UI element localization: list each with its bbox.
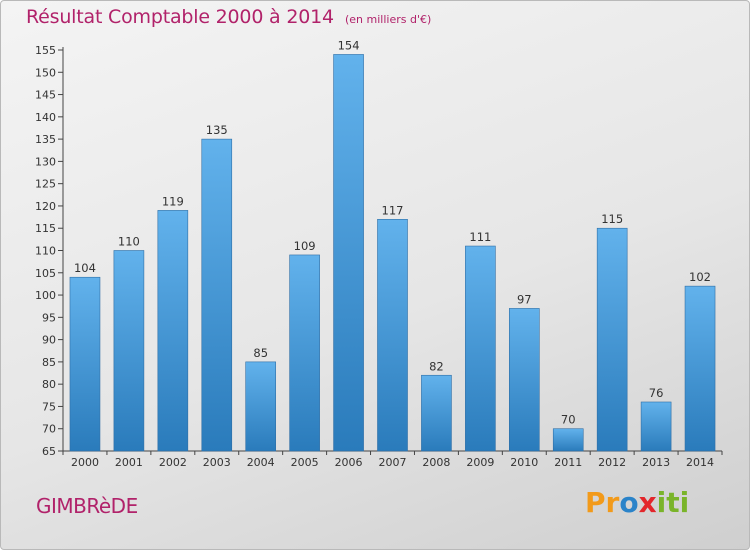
y-tick-label: 130 bbox=[35, 155, 56, 168]
x-tick-label: 2010 bbox=[510, 456, 538, 469]
bar bbox=[201, 138, 233, 452]
y-tick-label: 150 bbox=[35, 66, 56, 79]
x-tick-label: 2011 bbox=[554, 456, 582, 469]
x-tick-label: 2009 bbox=[466, 456, 494, 469]
y-tick-label: 140 bbox=[35, 111, 56, 124]
bar-value-label: 117 bbox=[382, 203, 404, 217]
bar-value-label: 82 bbox=[429, 359, 444, 373]
bar-value-label: 110 bbox=[118, 235, 140, 249]
bar bbox=[684, 285, 716, 452]
bar-value-label: 97 bbox=[517, 292, 532, 306]
y-tick-label: 120 bbox=[35, 200, 56, 213]
proxiti-logo[interactable]: Proxiti bbox=[585, 486, 689, 519]
chart-subtitle: (en milliers d'€) bbox=[344, 13, 432, 26]
bar-labels-group: 104 110 119 135 85 109 154 117 82 111 97 70 115 76 102 bbox=[74, 38, 711, 426]
x-tick-label: 2005 bbox=[291, 456, 319, 469]
x-tick-label: 2007 bbox=[379, 456, 407, 469]
bar bbox=[245, 361, 276, 452]
y-tick-label: 70 bbox=[42, 423, 56, 436]
x-tick-label: 2006 bbox=[335, 456, 363, 469]
x-tick-label: 2002 bbox=[159, 456, 187, 469]
y-tick-label: 80 bbox=[42, 378, 56, 391]
y-tick-label: 115 bbox=[35, 222, 56, 235]
x-tick-label: 2001 bbox=[115, 456, 143, 469]
y-tick-label: 85 bbox=[42, 356, 56, 369]
x-tick-label: 2000 bbox=[71, 456, 99, 469]
y-tick-label: 65 bbox=[42, 445, 56, 458]
bar bbox=[552, 428, 584, 452]
y-tick-label: 95 bbox=[42, 311, 56, 324]
y-tick-label: 105 bbox=[35, 267, 56, 280]
y-tick-label: 75 bbox=[42, 400, 56, 413]
bar bbox=[421, 374, 452, 452]
bars-group bbox=[69, 54, 716, 452]
bar-value-label: 109 bbox=[294, 239, 316, 253]
x-axis: 2000 2001 2002 2003 2004 2005 2006 2007 2008 2009… bbox=[62, 450, 723, 469]
y-tick-label: 110 bbox=[35, 245, 56, 258]
chart-title-block: Résultat Comptable 2000 à 2014 (en milli… bbox=[26, 6, 431, 28]
bar bbox=[157, 210, 189, 452]
bar-value-label: 70 bbox=[561, 413, 576, 427]
bar-value-label: 76 bbox=[649, 386, 664, 400]
bar-value-label: 111 bbox=[469, 230, 491, 244]
logo-letter: o bbox=[619, 486, 639, 519]
bar bbox=[289, 254, 320, 452]
logo-letter: iti bbox=[656, 486, 690, 519]
chart-title: Résultat Comptable 2000 à 2014 bbox=[26, 6, 334, 28]
x-tick-label: 2012 bbox=[598, 456, 626, 469]
y-tick-label: 100 bbox=[35, 289, 56, 302]
bar-value-label: 85 bbox=[253, 346, 268, 360]
bar bbox=[69, 276, 101, 452]
bar bbox=[113, 250, 145, 452]
bar bbox=[508, 308, 540, 452]
y-axis: 65 70 75 80 85 90 95 100 105 110 115 120 125 130 135 14… bbox=[35, 44, 64, 458]
bar-value-label: 102 bbox=[689, 270, 711, 284]
bar bbox=[333, 54, 364, 452]
y-tick-label: 125 bbox=[35, 178, 56, 191]
bar-value-label: 115 bbox=[601, 212, 623, 226]
x-tick-label: 2003 bbox=[203, 456, 231, 469]
y-tick-label: 155 bbox=[35, 44, 56, 57]
bar bbox=[465, 245, 496, 452]
bar-value-label: 119 bbox=[162, 194, 184, 208]
x-tick-label: 2008 bbox=[422, 456, 450, 469]
y-tick-label: 135 bbox=[35, 133, 56, 146]
bar-value-label: 154 bbox=[338, 38, 360, 52]
bar bbox=[596, 227, 628, 452]
bar bbox=[377, 219, 408, 452]
logo-letter: Pr bbox=[585, 486, 620, 519]
bar-value-label: 135 bbox=[206, 123, 228, 137]
bar-value-label: 104 bbox=[74, 261, 96, 275]
logo-letter: x bbox=[638, 486, 657, 519]
y-tick-label: 90 bbox=[42, 334, 56, 347]
y-tick-label: 145 bbox=[35, 89, 56, 102]
x-tick-label: 2004 bbox=[247, 456, 275, 469]
bar bbox=[640, 401, 672, 452]
x-tick-label: 2014 bbox=[686, 456, 714, 469]
x-tick-label: 2013 bbox=[642, 456, 670, 469]
place-name: GIMBRèDE bbox=[36, 494, 138, 518]
